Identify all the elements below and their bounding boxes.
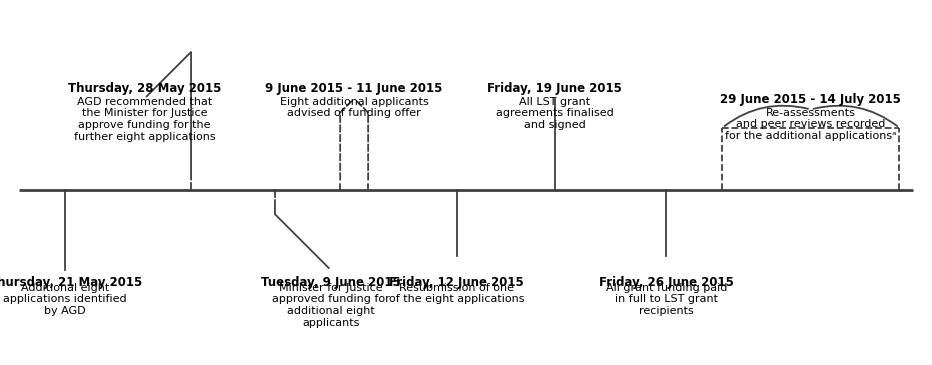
Text: 29 June 2015 - 14 July 2015: 29 June 2015 - 14 July 2015: [720, 93, 901, 106]
Text: Thursday, 28 May 2015: Thursday, 28 May 2015: [68, 82, 221, 95]
Text: Friday, 19 June 2015: Friday, 19 June 2015: [487, 82, 622, 95]
Text: Friday, 26 June 2015: Friday, 26 June 2015: [599, 276, 733, 289]
Text: AGD recommended that
the Minister for Justice
approve funding for the
further ei: AGD recommended that the Minister for Ju…: [74, 97, 215, 142]
Text: Tuesday, 9 June 2015: Tuesday, 9 June 2015: [261, 276, 401, 289]
Text: Eight additional applicants
advised of funding offer: Eight additional applicants advised of f…: [280, 97, 429, 118]
Text: All grant funding paid
in full to LST grant
recipients: All grant funding paid in full to LST gr…: [606, 283, 727, 316]
Text: Additional eight
applications identified
by AGD: Additional eight applications identified…: [4, 283, 127, 316]
Text: Resubmission of one
of the eight applications: Resubmission of one of the eight applica…: [389, 283, 525, 304]
Text: Thursday, 21 May 2015: Thursday, 21 May 2015: [0, 276, 142, 289]
Text: Minister for Justice
approved funding for
additional eight
applicants: Minister for Justice approved funding fo…: [272, 283, 390, 328]
Text: All LST grant
agreements finalised
and signed: All LST grant agreements finalised and s…: [496, 97, 613, 130]
Text: Friday, 12 June 2015: Friday, 12 June 2015: [390, 276, 524, 289]
Text: Re-assessments
and peer reviews recorded
for the additional applicationsᵃ: Re-assessments and peer reviews recorded…: [725, 108, 897, 141]
Text: 9 June 2015 - 11 June 2015: 9 June 2015 - 11 June 2015: [266, 82, 443, 95]
